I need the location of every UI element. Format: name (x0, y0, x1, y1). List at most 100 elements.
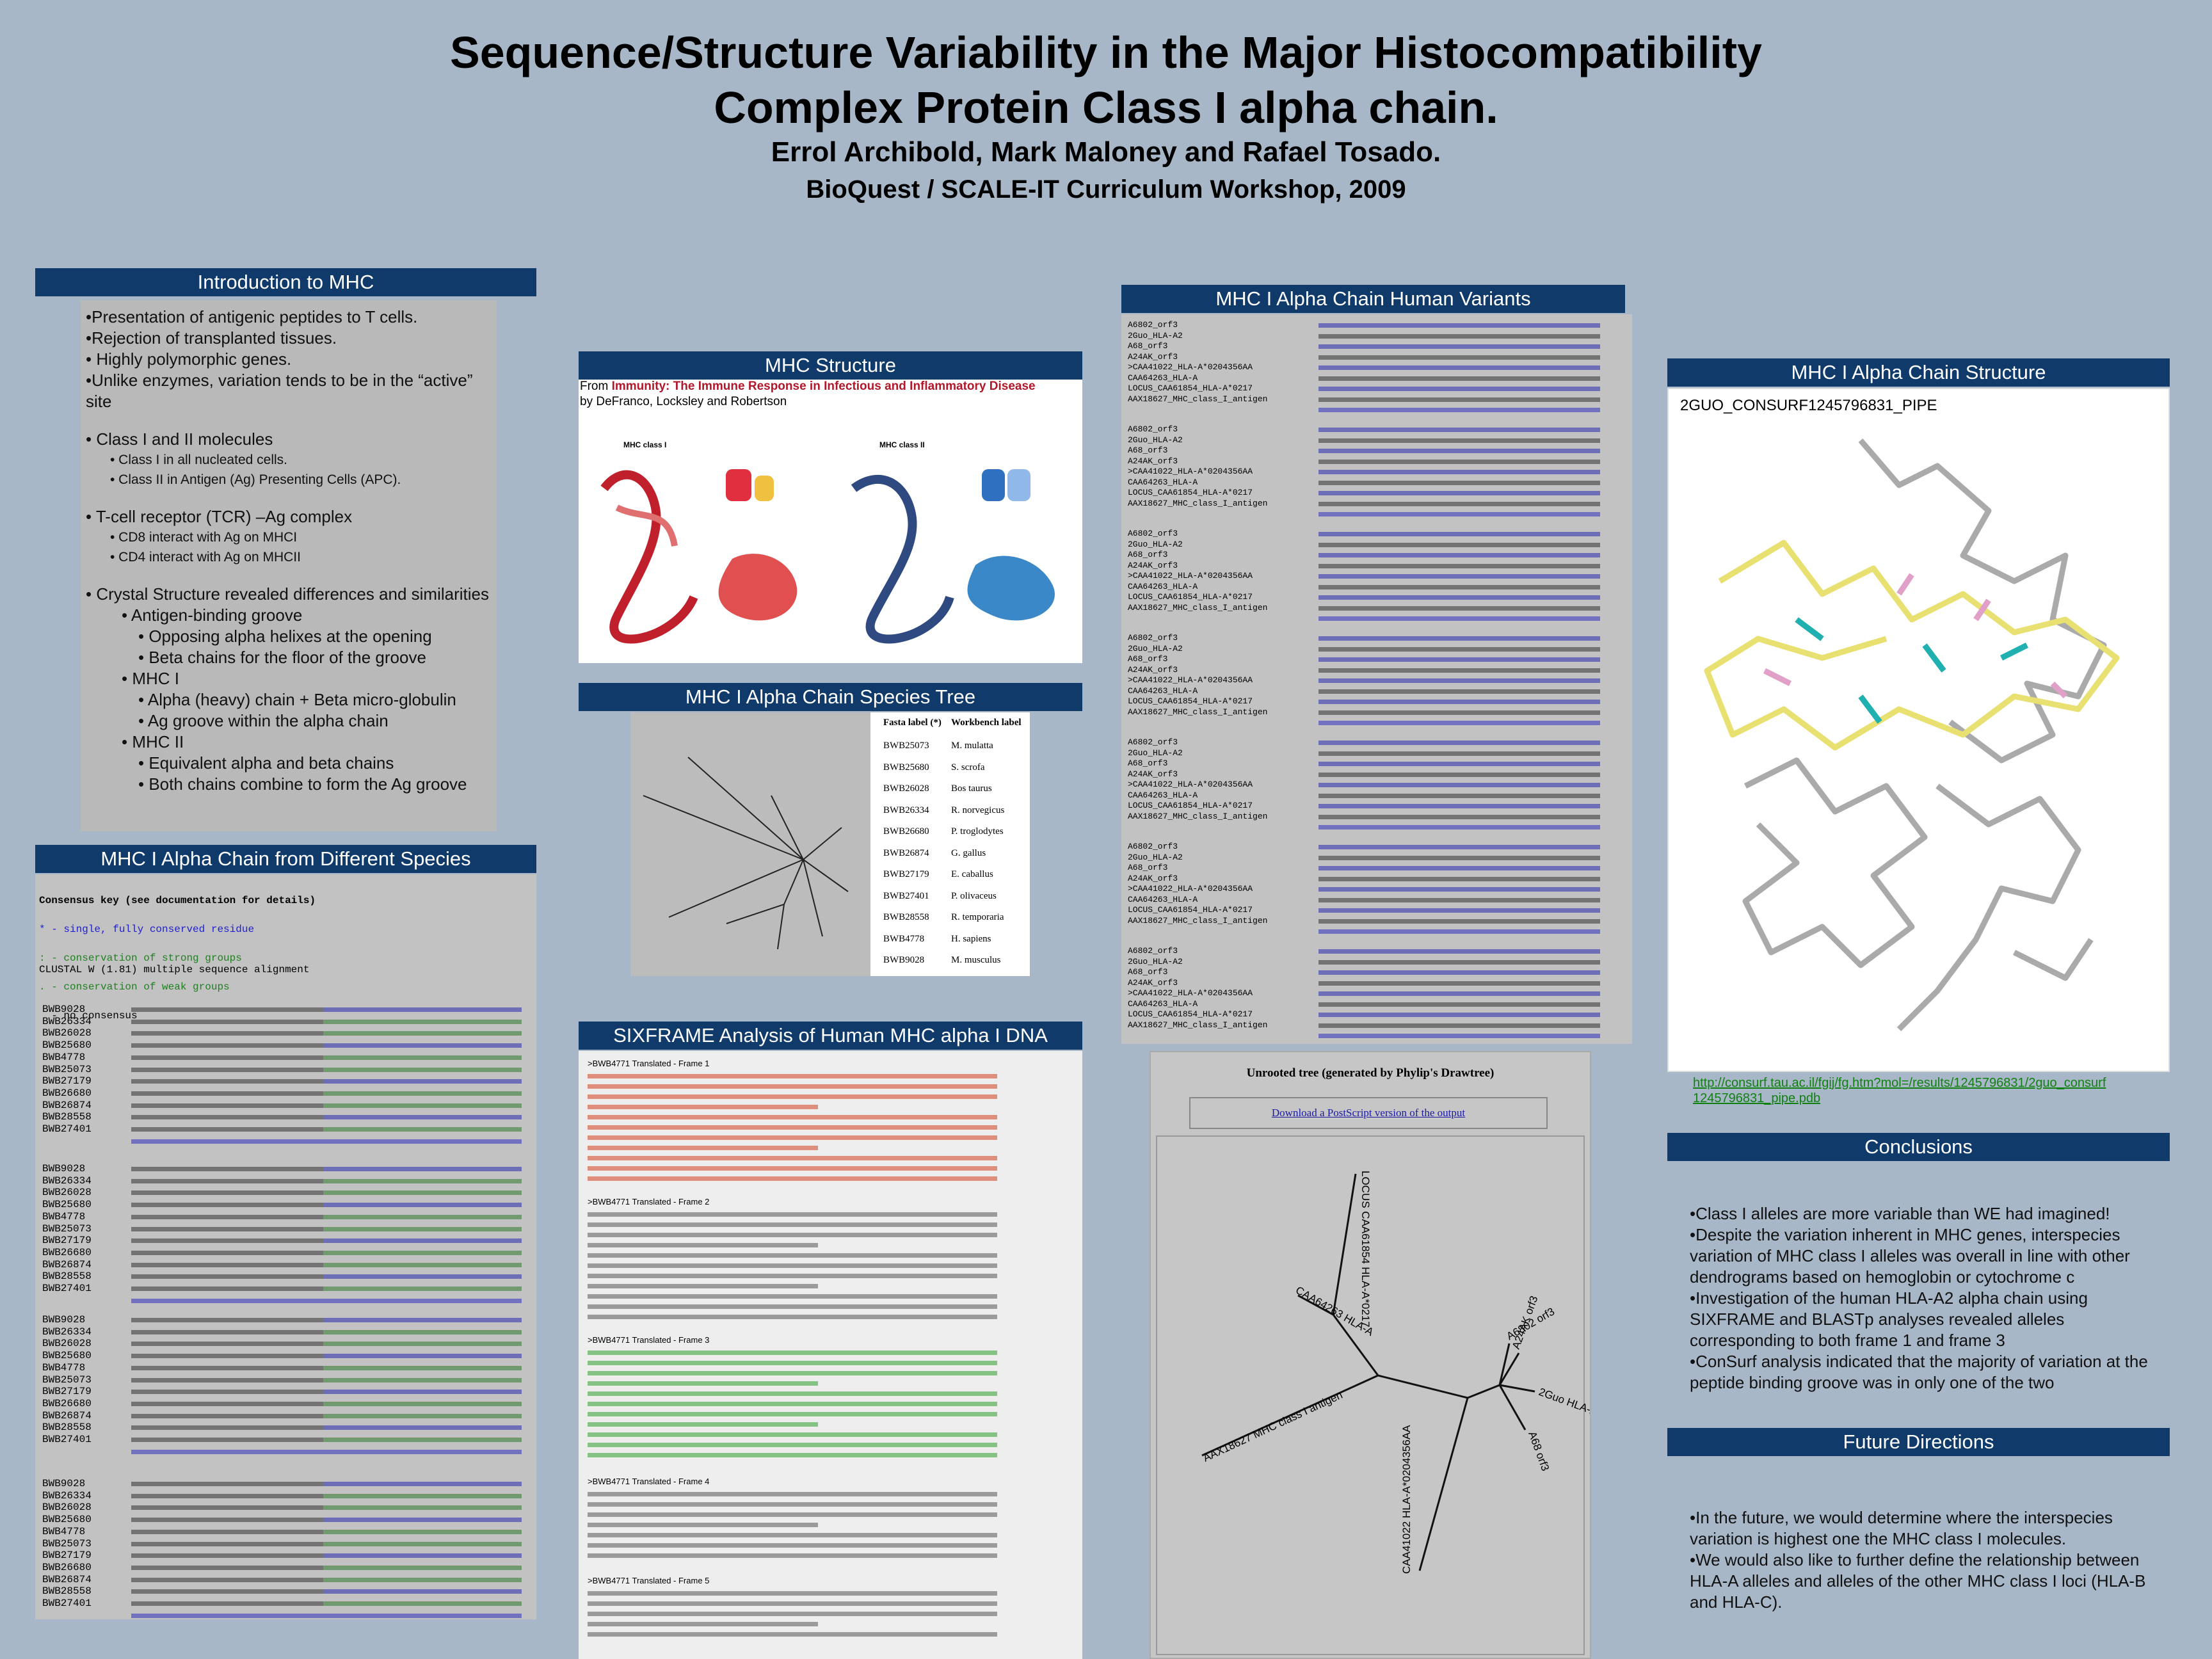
sequence-line (323, 1425, 522, 1431)
sequence-line (1318, 1034, 1600, 1038)
ribbon (600, 470, 698, 644)
frame-heading: >BWB4771 Translated - Frame 4 (588, 1477, 710, 1486)
sequence-line (1318, 721, 1600, 725)
fasta-label: BWB26680 (883, 826, 929, 837)
sequence-line (588, 1523, 818, 1527)
sequence-line (1318, 323, 1600, 328)
sequence-line (323, 1091, 522, 1096)
sequence-line (1318, 814, 1600, 819)
sequence-line (131, 1167, 323, 1171)
sequence-line (588, 1135, 997, 1140)
ribbon (851, 474, 954, 644)
frame-heading: >BWB4771 Translated - Frame 5 (588, 1576, 710, 1585)
ribbon (967, 556, 1055, 621)
fasta-label: BWB27401 (883, 890, 929, 901)
sequence-line (131, 1103, 323, 1108)
sequence-name: BWB26028 (42, 1187, 92, 1199)
sequence-line (323, 1529, 522, 1534)
sequence-line (1318, 887, 1600, 892)
variant-name: CAA64263_HLA-A (1128, 581, 1198, 591)
variant-name: LOCUS_CAA61854_HLA-A*0217 (1128, 592, 1253, 602)
sequence-name: BWB26874 (42, 1573, 92, 1585)
sequence-line (1318, 751, 1600, 756)
sequence-line (1318, 636, 1600, 641)
schematic (1007, 469, 1030, 501)
sequence-name: BWB9028 (42, 1163, 86, 1174)
sequence-line (323, 1203, 522, 1208)
fasta-label: BWB9028 (883, 955, 925, 965)
sequence-line (131, 1178, 323, 1183)
sequence-line (1318, 825, 1600, 830)
sequence-line (1318, 959, 1600, 965)
sequence-line (588, 1402, 997, 1406)
sequence-line (588, 1233, 997, 1237)
sequence-line (131, 1238, 323, 1244)
workbench-label: R. temporaria (951, 912, 1004, 922)
variant-name: 2Guo_HLA-A2 (1128, 956, 1183, 966)
sequence-line (588, 1105, 818, 1109)
intro-box: •Presentation of antigenic peptides to T… (81, 300, 497, 831)
sequence-line (588, 1432, 997, 1437)
fasta-label: BWB4778 (883, 933, 925, 944)
sequence-name: BWB27401 (42, 1123, 92, 1135)
workbench-label: P. troglodytes (951, 826, 1004, 837)
sequence-line (1318, 897, 1600, 902)
structure-link[interactable]: http://consurf.tau.ac.il/fgij/fg.htm?mol… (1693, 1076, 2106, 1105)
bullet: • CD8 interact with Ag on MHCI (110, 530, 298, 545)
variant-name: CAA64263_HLA-A (1128, 477, 1198, 487)
bullet: • T-cell receptor (TCR) –Ag complex (86, 507, 353, 526)
sequence-line (131, 1214, 323, 1219)
structure-link-box: http://consurf.tau.ac.il/fgij/fg.htm?mol… (1693, 1075, 2109, 1106)
sequence-line (323, 1377, 522, 1382)
leaf-label: 2Guo HLA-A2 (1537, 1386, 1590, 1420)
sequence-line (588, 1222, 997, 1227)
sequence-line (323, 1589, 522, 1594)
sequence-line (323, 1238, 522, 1244)
sequence-line (323, 1565, 522, 1570)
sequence-line (1318, 793, 1600, 798)
bullet: •We would also like to further define th… (1690, 1550, 2146, 1612)
section-heading: MHC I Alpha Chain Structure (1667, 358, 2170, 387)
backbone (1704, 540, 2120, 751)
variant-name: >CAA41022_HLA-A*0204356AA (1128, 988, 1253, 998)
sequence-line (323, 1601, 522, 1606)
section-heading: Conclusions (1667, 1133, 2170, 1161)
sequence-line (131, 1541, 323, 1546)
structure-figure: From Immunity: The Immune Response in In… (579, 380, 1082, 663)
variant-name: A68_orf3 (1128, 341, 1168, 351)
section-heading: MHC I Alpha Chain Species Tree (579, 683, 1082, 711)
sequence-line (588, 1443, 997, 1447)
panel-label: MHC class II (879, 440, 925, 449)
sequence-line (588, 1146, 818, 1150)
sequence-line (1318, 344, 1600, 349)
source-prefix: From (580, 380, 612, 393)
variant-name: A6802_orf3 (1128, 946, 1178, 956)
bullet: • MHC II (122, 732, 184, 751)
variant-name: A24AK_orf3 (1128, 664, 1178, 675)
sequence-line (588, 1371, 997, 1375)
sequence-name: BWB27179 (42, 1075, 92, 1087)
postscript-link[interactable]: Download a PostScript version of the out… (1271, 1107, 1466, 1119)
sequence-line (1318, 512, 1600, 517)
sequence-line (131, 1286, 323, 1291)
sequence-line (588, 1350, 997, 1355)
sequence-line (1318, 542, 1600, 547)
sequence-line (323, 1250, 522, 1255)
sequence-line (588, 1391, 997, 1396)
sequence-name: BWB26680 (42, 1246, 92, 1258)
sequence-name: BWB27401 (42, 1598, 92, 1609)
sequence-line (131, 1342, 323, 1347)
sequence-line (323, 1342, 522, 1347)
sequence-line (1318, 762, 1600, 766)
sequence-line (588, 1294, 997, 1299)
sequence-line (1318, 355, 1600, 360)
bullet: • Antigen-binding groove (122, 605, 303, 625)
sequence-line (588, 1381, 818, 1386)
sequence-line (131, 1438, 323, 1442)
section-heading: MHC Structure (579, 351, 1082, 380)
sequence-name: BWB26680 (42, 1397, 92, 1409)
sequence-line (1318, 397, 1600, 402)
sequence-line (588, 1263, 997, 1268)
bullet: •ConSurf analysis indicated that the maj… (1690, 1352, 2148, 1392)
variant-name: A6802_orf3 (1128, 633, 1178, 643)
